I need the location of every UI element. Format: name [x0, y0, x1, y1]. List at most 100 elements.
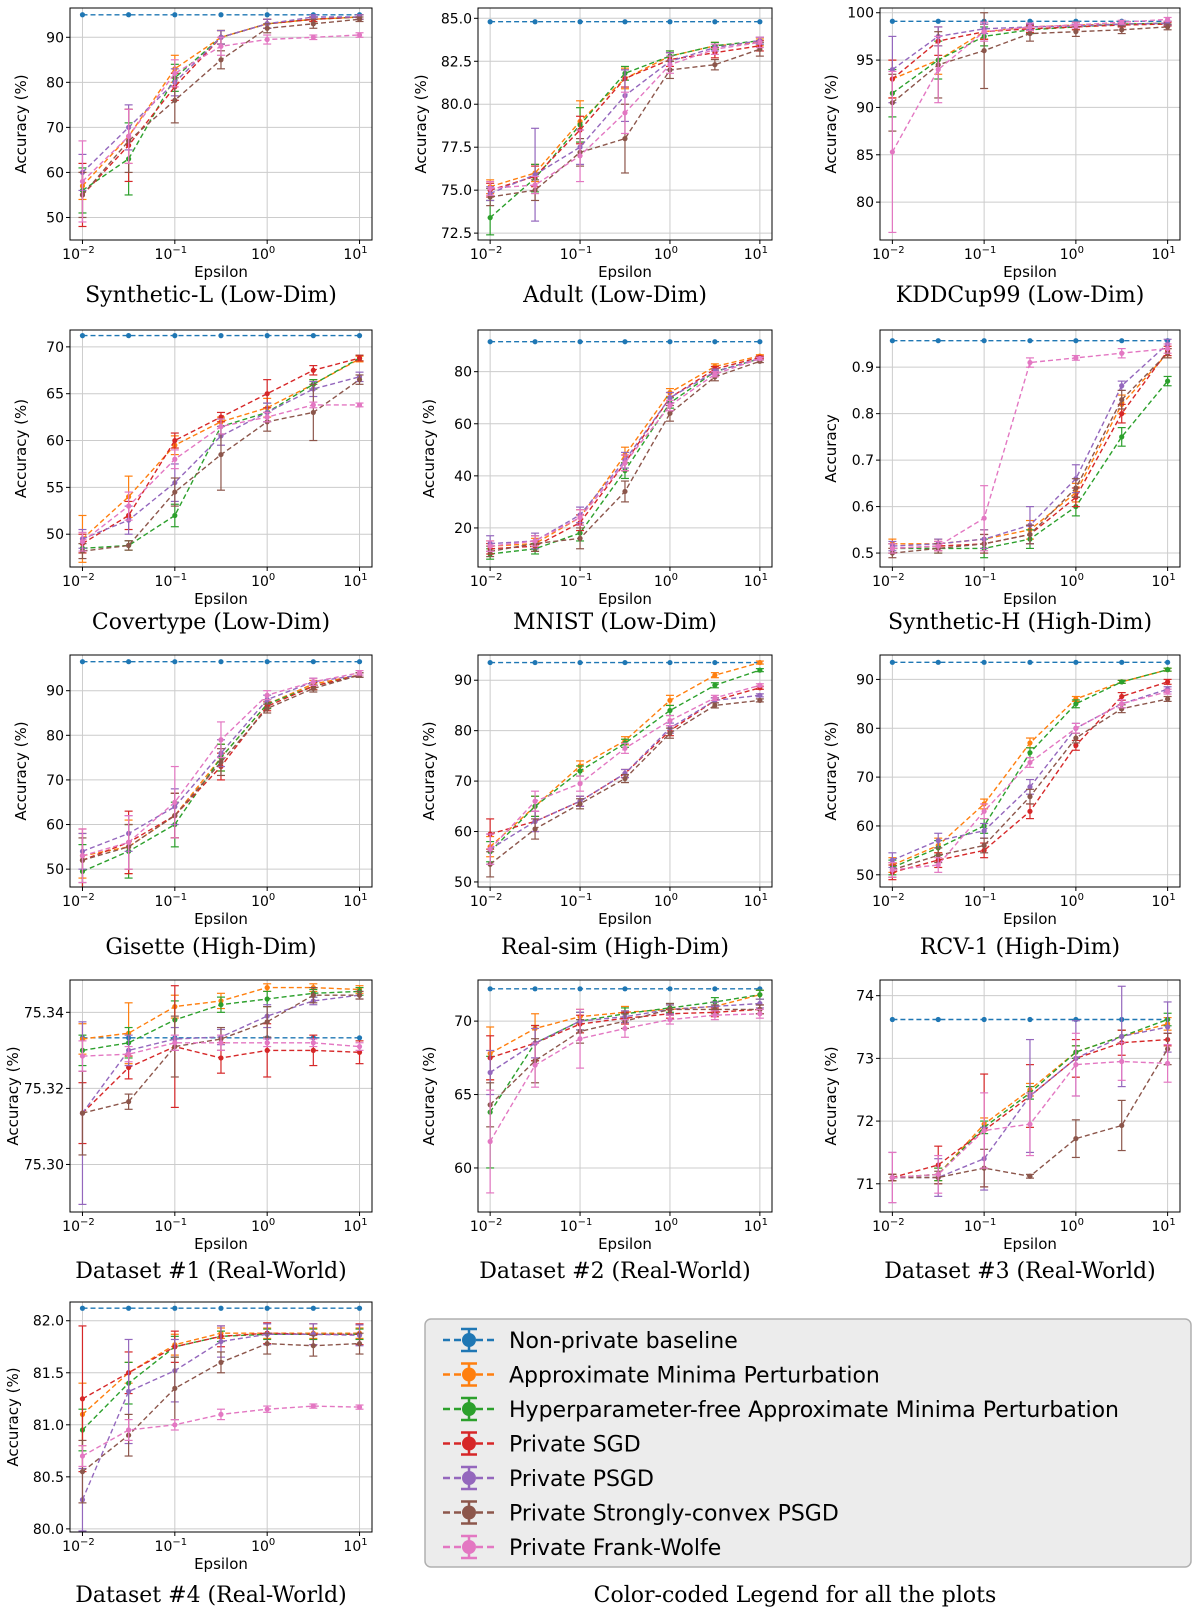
data-point — [172, 97, 178, 103]
data-point — [532, 182, 538, 188]
x-tick-exponent: 0 — [1078, 572, 1084, 583]
series-0 — [487, 659, 763, 666]
chart-caption: Dataset #1 (Real-World) — [75, 1259, 346, 1284]
data-point — [532, 19, 538, 25]
series-line — [489, 661, 761, 848]
data-point — [1165, 689, 1171, 695]
data-point — [218, 1338, 224, 1345]
data-point — [532, 1062, 538, 1068]
data-point — [356, 1043, 363, 1050]
series-6 — [78, 32, 364, 223]
y-tick-label: 72.5 — [441, 226, 472, 242]
y-tick-label: 50 — [46, 210, 64, 226]
data-point — [1073, 735, 1079, 741]
y-tick-label: 80 — [46, 75, 64, 91]
y-tick-label: 80 — [454, 365, 472, 381]
y-tick-label: 60 — [46, 818, 64, 834]
data-point — [218, 1002, 224, 1008]
data-point — [667, 62, 673, 68]
x-tick-label: 10−2 — [470, 1217, 503, 1235]
data-point — [667, 339, 673, 345]
chart-caption: RCV-1 (High-Dim) — [920, 935, 1120, 960]
series-5 — [486, 697, 764, 878]
x-axis-label: Epsilon — [194, 1235, 248, 1253]
data-point — [1119, 434, 1125, 440]
y-tick-label: 82.5 — [441, 54, 472, 70]
chart-panel: 10−2 10−1 100 1015060708090EpsilonAccuracy … — [12, 7, 373, 308]
x-tick-label: 100 — [251, 892, 275, 910]
x-tick-exponent: −2 — [488, 892, 503, 903]
data-point — [310, 685, 316, 692]
data-point — [889, 1016, 895, 1023]
data-point — [935, 543, 941, 549]
data-point — [935, 338, 941, 344]
data-point — [356, 992, 363, 998]
x-axis-label: Epsilon — [1003, 263, 1057, 281]
data-point — [172, 12, 178, 18]
series-0 — [79, 12, 363, 18]
x-tick-exponent: 0 — [1078, 1217, 1084, 1228]
plot-frame — [477, 7, 773, 241]
y-tick-label: 75.0 — [441, 183, 472, 199]
data-point — [712, 986, 718, 992]
y-axis-label: Accuracy (%) — [4, 1046, 22, 1145]
y-tick-label: 80.5 — [33, 1470, 64, 1486]
data-point — [1073, 1136, 1079, 1142]
x-axis-label: Epsilon — [1003, 590, 1057, 608]
series-line — [892, 688, 1168, 861]
plot-frame — [477, 979, 773, 1213]
series-line — [892, 669, 1168, 869]
x-tick-exponent: −2 — [890, 892, 905, 903]
data-point — [264, 25, 270, 31]
x-tick-exponent: 1 — [361, 245, 367, 256]
y-tick-label: 0.7 — [852, 453, 874, 469]
x-tick-exponent: −1 — [172, 892, 187, 903]
x-tick-label: 10−2 — [872, 245, 905, 263]
x-tick-exponent: 0 — [269, 1217, 275, 1228]
plot-frame — [69, 7, 373, 241]
data-point — [981, 842, 987, 849]
data-point — [1119, 338, 1125, 344]
y-axis-label: Accuracy (%) — [822, 721, 840, 820]
data-point — [981, 1127, 987, 1134]
x-axis-label: Epsilon — [194, 263, 248, 281]
data-point — [577, 339, 583, 345]
x-tick-exponent: −2 — [488, 245, 503, 256]
y-axis-label: Accuracy (%) — [420, 721, 438, 820]
chart-caption: Synthetic-H (High-Dim) — [888, 610, 1152, 635]
y-axis-label: Accuracy (%) — [12, 74, 30, 173]
legend-caption: Color-coded Legend for all the plots — [594, 1583, 997, 1608]
chart-panel: 10−2 10−1 100 10180.080.581.081.582.0Epsilo… — [4, 1301, 373, 1608]
data-point — [667, 697, 673, 703]
data-point — [487, 185, 493, 192]
data-point — [1119, 659, 1125, 665]
data-point — [889, 18, 895, 24]
series-6 — [78, 1034, 364, 1072]
x-tick-exponent: −1 — [172, 572, 187, 583]
data-point — [889, 659, 895, 665]
legend-marker — [462, 1367, 476, 1382]
data-point — [1119, 411, 1125, 417]
data-point — [310, 1403, 316, 1409]
series-6 — [486, 36, 764, 196]
data-point — [218, 333, 224, 339]
data-point — [310, 21, 316, 27]
data-point — [1073, 22, 1079, 28]
y-tick-label: 70 — [454, 774, 472, 790]
series-3 — [486, 685, 764, 850]
data-point — [1119, 1033, 1125, 1040]
data-point — [622, 460, 628, 466]
x-tick-label: 101 — [1152, 892, 1176, 910]
data-point — [667, 1006, 673, 1012]
data-point — [356, 670, 363, 676]
data-point — [310, 402, 316, 408]
legend-label: Hyperparameter-free Approximate Minima P… — [509, 1398, 1119, 1423]
x-tick-label: 101 — [1152, 245, 1176, 263]
data-point — [218, 1305, 224, 1311]
x-tick-exponent: 1 — [762, 892, 768, 903]
legend-label: Private Frank-Wolfe — [509, 1536, 721, 1561]
data-point — [577, 153, 583, 159]
data-point — [622, 488, 628, 495]
